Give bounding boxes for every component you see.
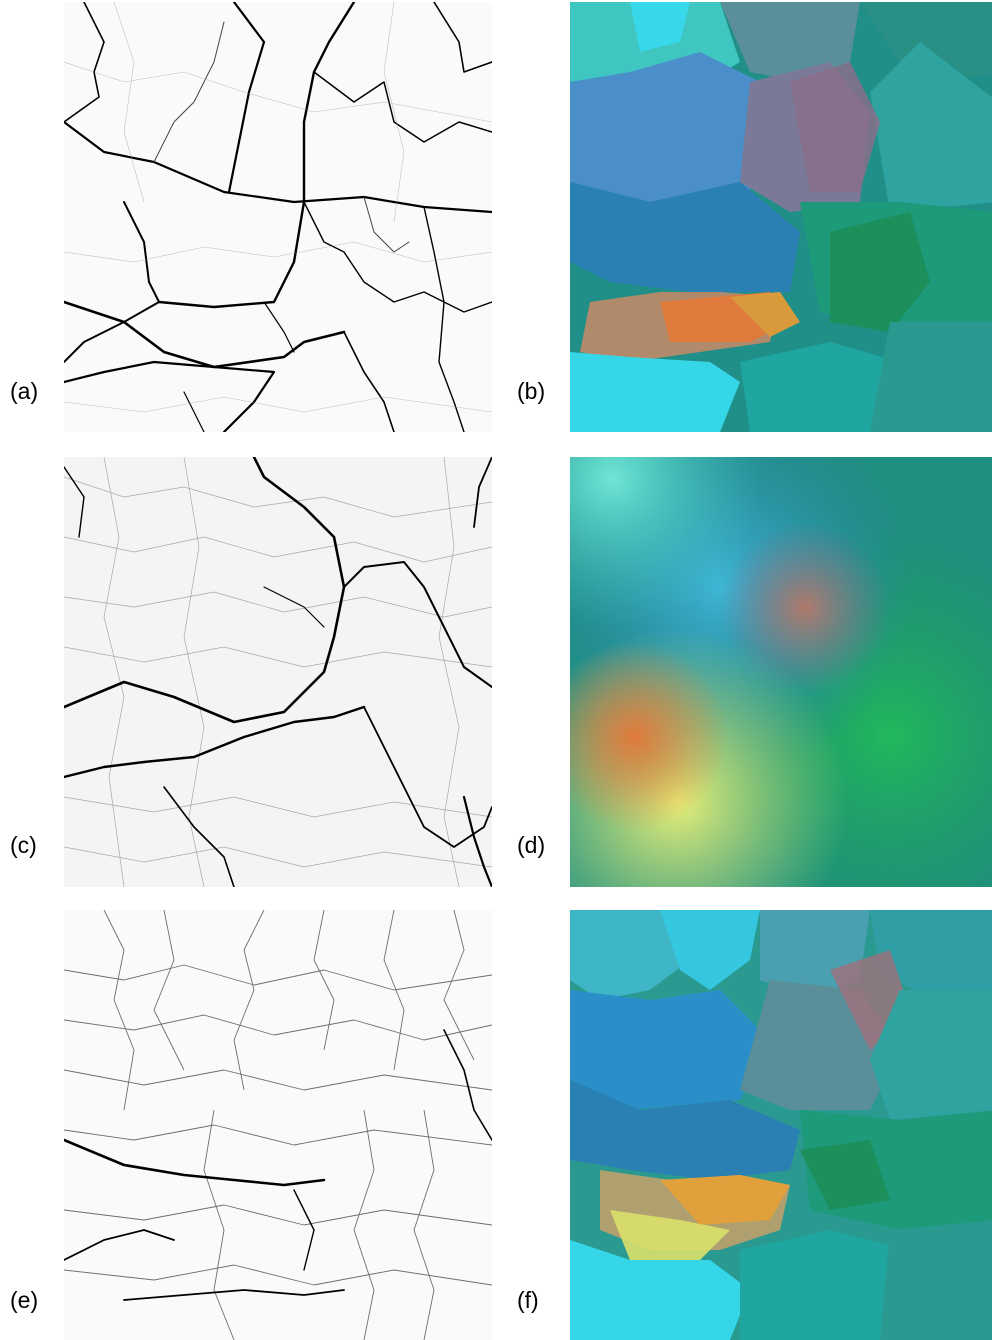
panel-label-b: (b): [517, 378, 546, 404]
panel-a-crack-map: [64, 2, 492, 432]
color-field-b-image: [570, 2, 992, 432]
panel-e-crack-map: [64, 910, 492, 1340]
panel-label-d: (d): [517, 832, 546, 858]
panel-label-c: (c): [10, 832, 37, 858]
crack-map-e-image: [64, 910, 492, 1340]
crack-map-a-image: [64, 2, 492, 432]
panel-label-a: (a): [10, 378, 39, 404]
crack-map-c-image: [64, 457, 492, 887]
color-field-f-image: [570, 910, 992, 1340]
panel-label-e: (e): [10, 1287, 39, 1313]
panel-f-color-field: [570, 910, 992, 1340]
panel-c-crack-map: [64, 457, 492, 887]
panel-b-color-field: [570, 2, 992, 432]
panel-d-color-field: [570, 457, 992, 887]
panel-label-f: (f): [517, 1287, 539, 1313]
color-field-d-image: [570, 457, 992, 887]
